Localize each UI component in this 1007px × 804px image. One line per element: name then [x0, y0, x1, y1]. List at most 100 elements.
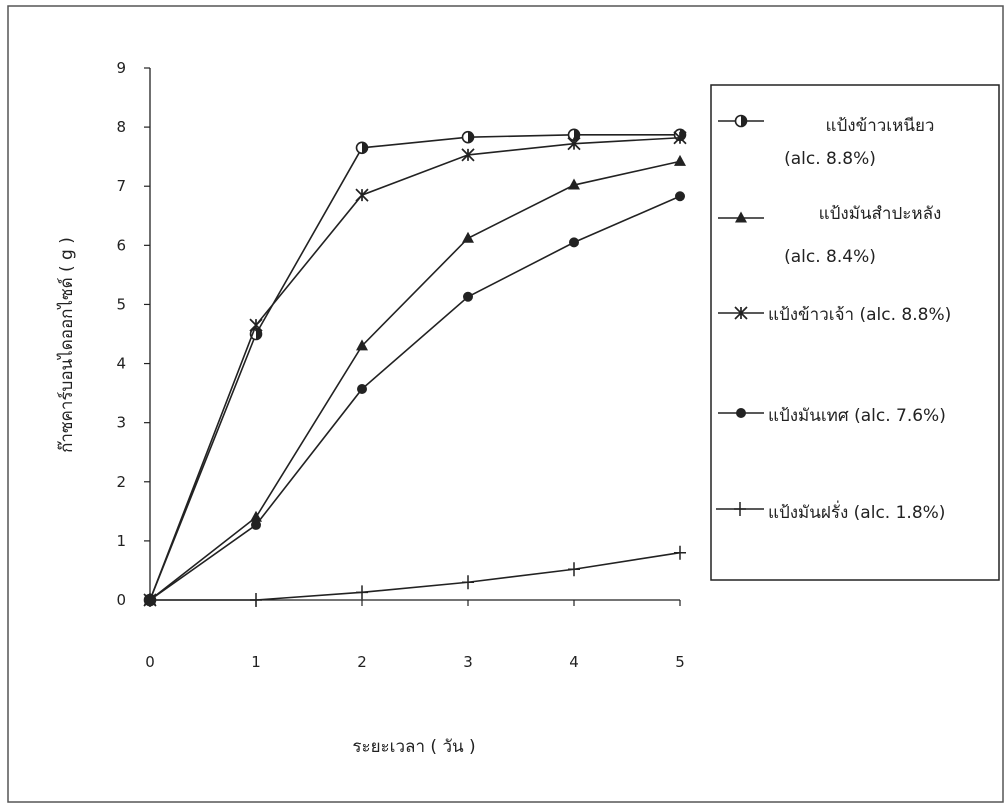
series-4 — [144, 545, 686, 607]
data-point — [461, 148, 475, 162]
marker-shape — [462, 231, 474, 243]
data-point — [462, 231, 474, 243]
x-tick-label: 5 — [675, 653, 685, 671]
legend-markers — [716, 114, 764, 516]
marker-shape — [356, 339, 368, 351]
data-point — [567, 137, 581, 151]
data-point — [568, 562, 580, 577]
x-axis-title: ระยะเวลา ( วัน ) — [352, 737, 475, 757]
marker-shape — [734, 502, 746, 516]
series-line — [149, 136, 681, 601]
marker-shape — [251, 519, 261, 530]
marker-shape — [249, 318, 263, 332]
legend-swatch-1 — [718, 211, 764, 223]
legend-box — [710, 84, 1000, 581]
y-tick-label: 7 — [116, 177, 126, 195]
marker-shape — [567, 137, 581, 151]
series-line — [149, 133, 680, 601]
legend: แป้งข้าวเหนียว (alc. 8.8%) แป้งมันสำปะหล… — [710, 84, 1000, 581]
data-point — [462, 575, 474, 590]
data-point — [355, 141, 369, 155]
data-point — [356, 339, 368, 351]
legend-note-cassava: (alc. 8.4%) — [784, 247, 876, 267]
y-tick-label: 0 — [116, 591, 126, 609]
marker-shape — [569, 237, 579, 248]
series-line — [150, 551, 681, 601]
marker-shape — [356, 585, 368, 600]
x-tick-label: 3 — [463, 653, 473, 671]
marker-shape — [734, 306, 748, 320]
marker-fill — [574, 129, 580, 141]
data-point — [463, 291, 473, 302]
marker-fill — [741, 115, 747, 127]
legend-swatch-3 — [718, 408, 764, 418]
data-point — [569, 237, 579, 248]
marker-shape — [735, 211, 747, 223]
marker-shape — [462, 575, 474, 590]
data-point — [357, 383, 367, 394]
legend-swatch-0 — [718, 114, 764, 128]
legend-swatch-marker — [734, 306, 748, 320]
y-tick-label: 5 — [116, 295, 126, 313]
data-point — [144, 593, 156, 607]
data-point — [674, 545, 686, 560]
y-tick-label: 9 — [116, 59, 126, 77]
data-point — [250, 510, 262, 522]
marker-shape — [461, 148, 475, 162]
marker-shape — [463, 291, 473, 302]
marker-shape — [675, 191, 685, 202]
marker-shape — [674, 545, 686, 560]
series-3 — [145, 191, 685, 605]
x-tick-label: 2 — [357, 653, 367, 671]
legend-swatch-marker — [734, 502, 746, 516]
data-point — [673, 131, 687, 145]
marker-shape — [144, 593, 156, 607]
marker-fill — [362, 142, 368, 154]
data-point — [251, 519, 261, 530]
legend-swatch-marker — [736, 408, 746, 418]
marker-shape — [357, 383, 367, 394]
series-1 — [144, 154, 686, 605]
y-tick-label: 2 — [116, 473, 126, 491]
marker-shape — [355, 188, 369, 202]
series-layer — [143, 128, 687, 607]
legend-label-sticky-rice: แป้งข้าวเหนียว — [826, 116, 935, 136]
axes: 0 1 2 3 4 5 6 7 8 9 0 1 2 3 4 5 — [116, 59, 684, 671]
marker-shape — [250, 593, 262, 607]
marker-shape — [568, 562, 580, 577]
legend-swatch-marker — [734, 114, 748, 128]
data-point — [355, 188, 369, 202]
marker-fill — [468, 131, 474, 143]
y-tick-label: 4 — [116, 355, 126, 373]
legend-label-cassava: แป้งมันสำปะหลัง — [819, 204, 942, 224]
marker-shape — [736, 408, 746, 418]
marker-shape — [250, 510, 262, 522]
y-tick-label: 6 — [116, 236, 126, 254]
chart-frame — [7, 5, 1004, 803]
data-point — [675, 191, 685, 202]
legend-swatch-marker — [735, 211, 747, 223]
data-point — [461, 130, 475, 144]
series-2 — [143, 131, 687, 607]
data-point — [674, 154, 686, 166]
x-tick-label: 0 — [145, 653, 155, 671]
series-line — [149, 160, 681, 601]
legend-label-sweet-potato: แป้งมันเทศ (alc. 7.6%) — [768, 406, 946, 426]
marker-shape — [674, 154, 686, 166]
legend-swatch-2 — [718, 306, 764, 320]
legend-swatch-4 — [716, 502, 764, 516]
legend-label-rice: แป้งข้าวเจ้า (alc. 8.8%) — [768, 305, 951, 325]
y-tick-label: 3 — [116, 414, 126, 432]
data-point — [250, 593, 262, 607]
series-line — [149, 195, 681, 601]
legend-note-sticky-rice: (alc. 8.8%) — [784, 149, 876, 169]
data-point — [249, 318, 263, 332]
data-point — [568, 178, 580, 190]
series-0 — [143, 128, 687, 607]
data-point — [356, 585, 368, 600]
marker-shape — [673, 131, 687, 145]
marker-shape — [568, 178, 580, 190]
x-tick-label: 1 — [251, 653, 261, 671]
marker-fill — [256, 328, 262, 340]
